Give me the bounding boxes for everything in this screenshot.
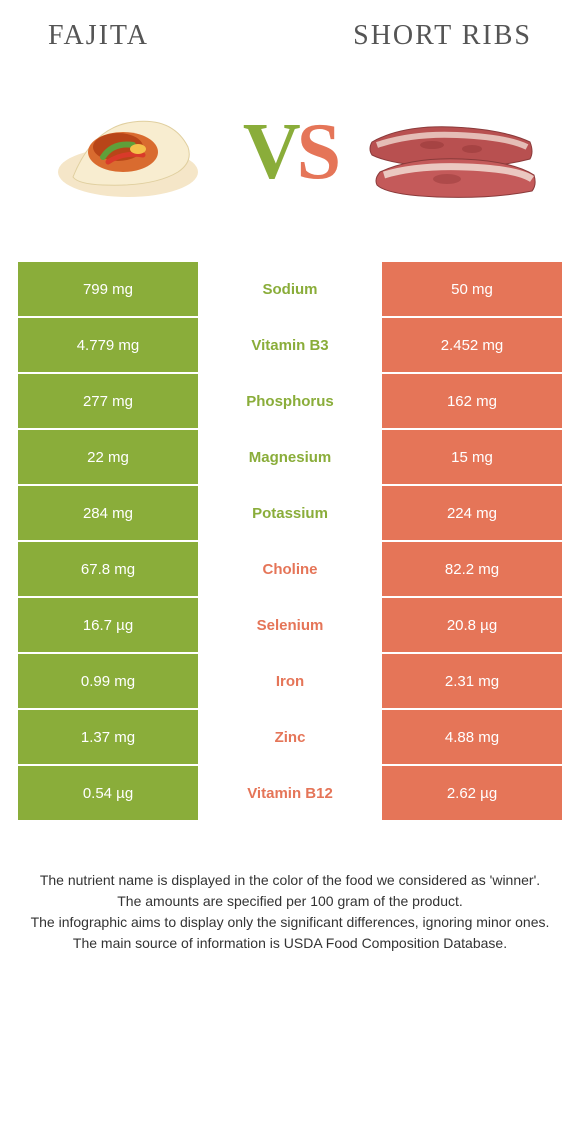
- right-value: 20.8 µg: [382, 598, 562, 652]
- nutrient-label: Vitamin B12: [198, 766, 382, 820]
- right-value: 2.452 mg: [382, 318, 562, 372]
- table-row: 4.779 mgVitamin B32.452 mg: [18, 318, 562, 372]
- vs-v-letter: V: [243, 108, 297, 196]
- table-row: 16.7 µgSelenium20.8 µg: [18, 598, 562, 652]
- right-value: 50 mg: [382, 262, 562, 316]
- footer-line: The nutrient name is displayed in the co…: [28, 870, 552, 891]
- vs-label: VS: [243, 107, 337, 198]
- right-value: 82.2 mg: [382, 542, 562, 596]
- footer-line: The amounts are specified per 100 gram o…: [28, 891, 552, 912]
- left-value: 22 mg: [18, 430, 198, 484]
- footer-line: The infographic aims to display only the…: [28, 912, 552, 933]
- nutrient-label: Vitamin B3: [198, 318, 382, 372]
- right-value: 2.62 µg: [382, 766, 562, 820]
- title-left: FAJITA: [48, 20, 149, 52]
- short-ribs-image: [362, 92, 542, 212]
- title-right: SHORT RIBS: [353, 20, 532, 52]
- nutrient-label: Zinc: [198, 710, 382, 764]
- left-value: 277 mg: [18, 374, 198, 428]
- right-value: 4.88 mg: [382, 710, 562, 764]
- nutrient-table: 799 mgSodium50 mg4.779 mgVitamin B32.452…: [18, 262, 562, 820]
- left-value: 1.37 mg: [18, 710, 198, 764]
- nutrient-label: Potassium: [198, 486, 382, 540]
- table-row: 1.37 mgZinc4.88 mg: [18, 710, 562, 764]
- left-value: 284 mg: [18, 486, 198, 540]
- table-row: 799 mgSodium50 mg: [18, 262, 562, 316]
- nutrient-label: Selenium: [198, 598, 382, 652]
- nutrient-label: Iron: [198, 654, 382, 708]
- table-row: 277 mgPhosphorus162 mg: [18, 374, 562, 428]
- nutrient-label: Phosphorus: [198, 374, 382, 428]
- left-value: 4.779 mg: [18, 318, 198, 372]
- table-row: 284 mgPotassium224 mg: [18, 486, 562, 540]
- footer-notes: The nutrient name is displayed in the co…: [18, 870, 562, 954]
- table-row: 67.8 mgCholine82.2 mg: [18, 542, 562, 596]
- left-value: 67.8 mg: [18, 542, 198, 596]
- right-value: 224 mg: [382, 486, 562, 540]
- left-value: 799 mg: [18, 262, 198, 316]
- fajita-image: [38, 92, 218, 212]
- right-value: 15 mg: [382, 430, 562, 484]
- nutrient-label: Sodium: [198, 262, 382, 316]
- left-value: 0.54 µg: [18, 766, 198, 820]
- vs-s-letter: S: [297, 108, 338, 196]
- nutrient-label: Choline: [198, 542, 382, 596]
- table-row: 0.54 µgVitamin B122.62 µg: [18, 766, 562, 820]
- footer-line: The main source of information is USDA F…: [28, 933, 552, 954]
- nutrient-label: Magnesium: [198, 430, 382, 484]
- left-value: 16.7 µg: [18, 598, 198, 652]
- left-value: 0.99 mg: [18, 654, 198, 708]
- right-value: 2.31 mg: [382, 654, 562, 708]
- right-value: 162 mg: [382, 374, 562, 428]
- table-row: 0.99 mgIron2.31 mg: [18, 654, 562, 708]
- table-row: 22 mgMagnesium15 mg: [18, 430, 562, 484]
